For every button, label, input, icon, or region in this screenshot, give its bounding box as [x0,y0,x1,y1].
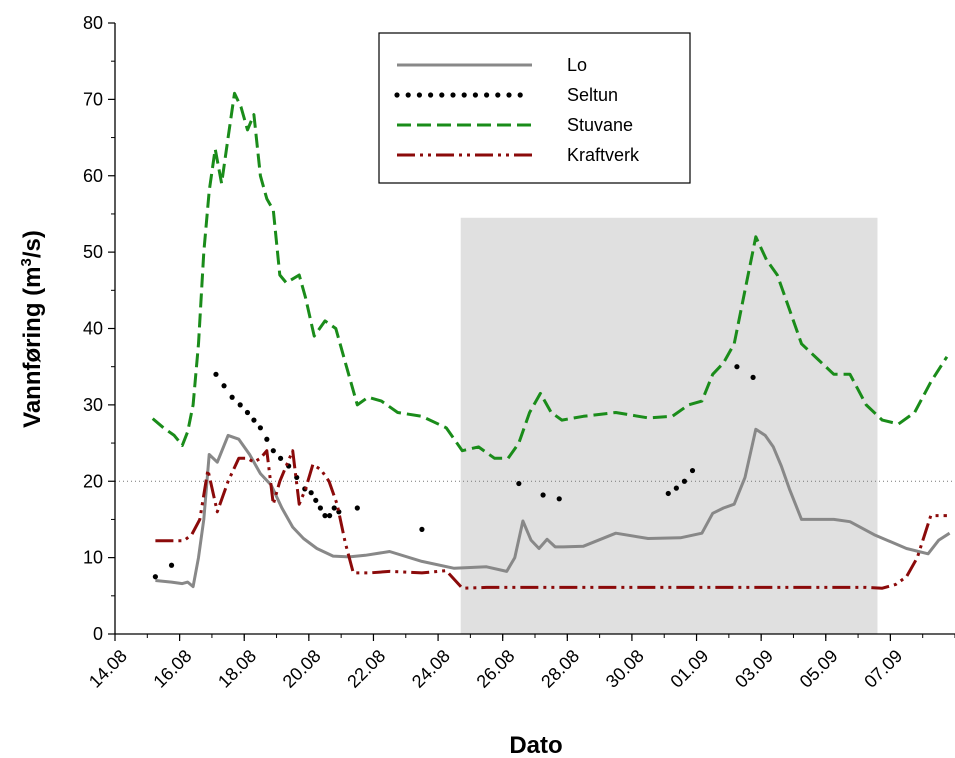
y-tick-label: 40 [83,319,103,339]
series-seltun-point [750,374,756,380]
series-seltun [152,364,756,580]
series-seltun-point [229,394,235,400]
x-tick-label: 18.08 [214,646,260,692]
series-seltun-point [322,513,328,519]
y-tick-label: 10 [83,548,103,568]
legend: Lo Seltun Stuvane Kraftverk [378,32,691,184]
series-seltun-point [213,371,219,377]
legend-swatch-seltun [416,92,422,98]
series-seltun-point [689,467,696,474]
y-tick-label: 0 [93,624,103,644]
series-seltun-point [251,417,257,423]
x-tick-label: 05.09 [796,646,842,692]
series-seltun-point [556,496,562,502]
series-seltun-point [257,425,263,431]
series-seltun-point [681,478,688,484]
x-tick-label: 03.09 [731,646,777,692]
series-seltun-point [277,455,284,461]
legend-swatch-seltun [461,92,467,98]
series-stuvane-line [151,91,949,460]
legend-label-lo: Lo [567,55,587,75]
series-seltun-point [419,526,425,532]
legend-swatch-seltun [495,92,501,98]
series-seltun-point [244,409,251,416]
legend-swatch-seltun [506,92,512,98]
y-axis-title-main: Vannføring (m [19,267,46,428]
series-group [151,91,951,590]
y-tick-label: 60 [83,166,103,186]
series-seltun-point [152,574,158,580]
series-seltun-point [168,562,175,568]
y-tick-label: 50 [83,242,103,262]
y-tick-label: 20 [83,471,103,491]
legend-label-seltun: Seltun [567,85,618,105]
x-tick-label: 24.08 [408,646,454,692]
legend-swatch-seltun [517,92,523,98]
series-seltun-point [270,448,276,454]
y-axis-title-tail: /s) [19,230,46,258]
series-seltun-point [237,402,243,408]
series-seltun-point [308,490,314,496]
legend-swatch-seltun [439,92,445,98]
y-axis-title: Vannføring (m3/s) [18,230,46,428]
shaded-period-group [460,217,878,634]
series-seltun-point [540,492,546,498]
legend-swatch-seltun [484,92,490,98]
series-lo-line [155,427,951,589]
x-tick-label: 20.08 [279,646,325,692]
x-tick-label: 14.08 [85,646,131,692]
x-tick-label: 26.08 [473,646,519,692]
series-seltun-point [354,505,360,511]
x-tick-label: 07.09 [860,646,906,692]
legend-swatch-seltun [472,92,478,98]
x-tick-label: 28.08 [537,646,583,692]
series-seltun-point [313,497,319,503]
legend-swatch-seltun [394,92,400,98]
series-seltun-point [331,505,337,511]
y-tick-label: 30 [83,395,103,415]
legend-swatch-seltun [405,92,411,98]
legend-label-kraftverk: Kraftverk [567,145,640,165]
series-seltun-point [221,383,227,389]
series-seltun-point [734,364,740,370]
shaded-period [460,217,878,634]
series-seltun-point [665,490,671,497]
x-tick-label: 22.08 [343,646,389,692]
legend-swatch-seltun [428,92,434,98]
legend-swatch-seltun [450,92,456,98]
x-tick-label: 01.09 [666,646,712,692]
series-seltun-point [673,485,679,491]
y-tick-label: 80 [83,13,103,33]
series-seltun-point [264,436,270,442]
x-axis-title: Dato [509,732,562,758]
series-seltun-point [327,513,333,519]
y-tick-label: 70 [83,89,103,109]
x-tick-label: 16.08 [149,646,195,692]
legend-label-stuvane: Stuvane [567,115,633,135]
legend-box [378,32,691,184]
series-kraftverk-line [155,449,947,590]
series-seltun-point [317,505,323,511]
y-axis-title-superscript: 3 [18,258,35,266]
x-tick-label: 30.08 [602,646,648,692]
series-seltun-point [516,480,522,487]
